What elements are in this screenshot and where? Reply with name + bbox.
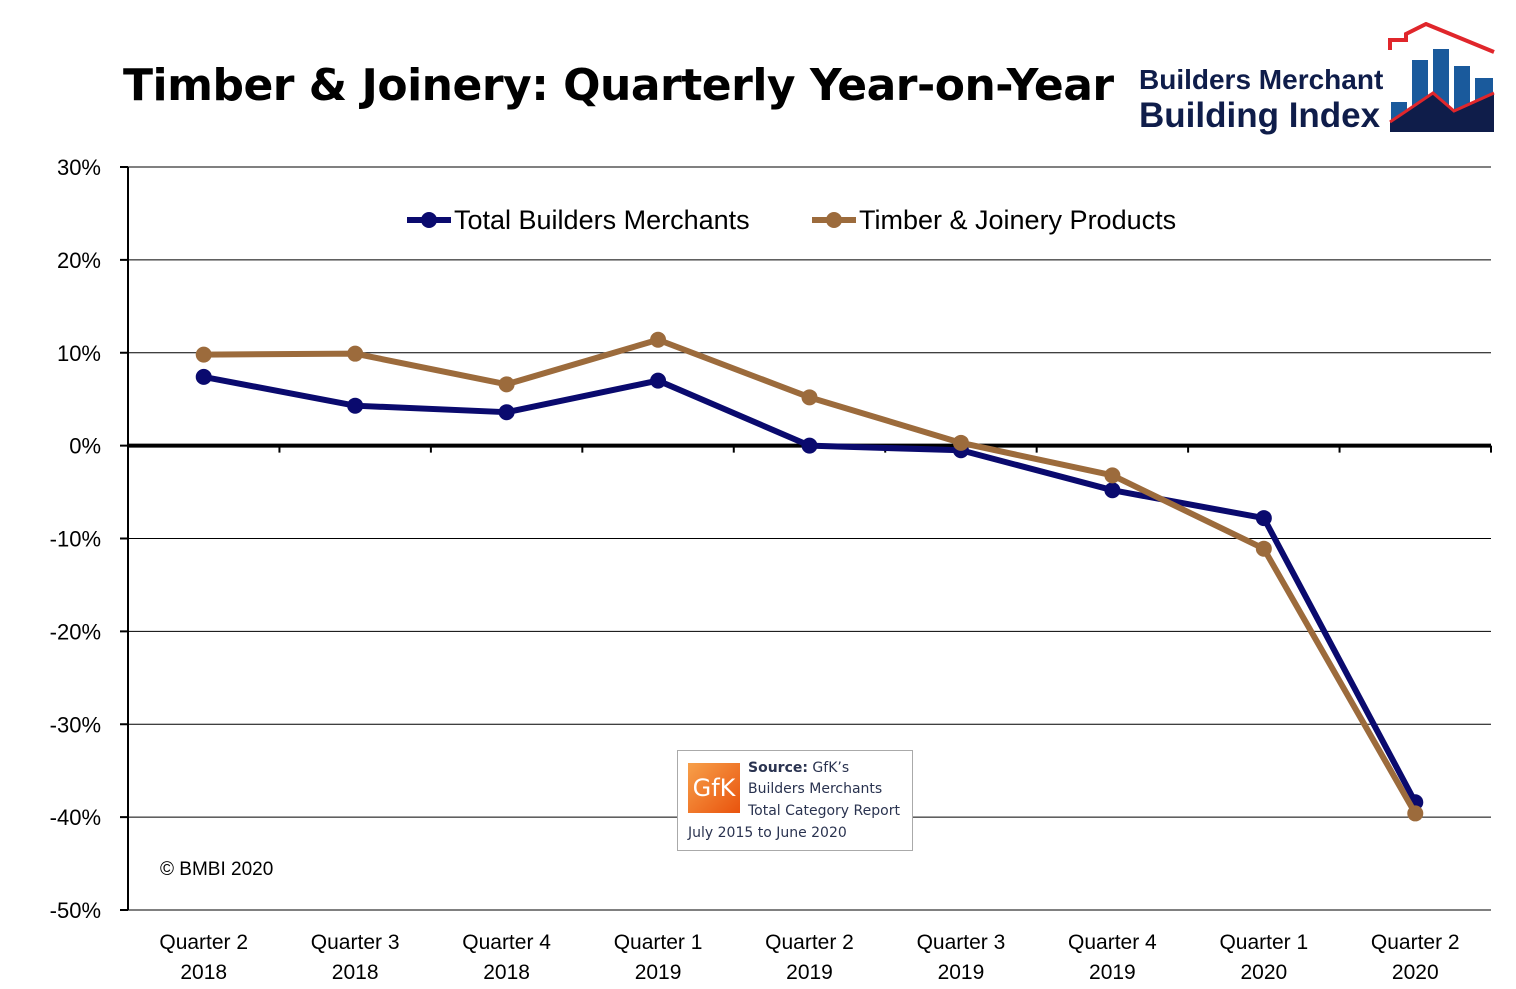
data-point	[952, 434, 969, 451]
chart-title: Timber & Joinery: Quarterly Year-on-Year	[123, 60, 1114, 111]
source-line4: July 2015 to June 2020	[688, 825, 847, 841]
x-tick-label: Quarter 3	[311, 931, 400, 954]
data-point	[1407, 805, 1424, 822]
legend-label: Timber & Joinery Products	[859, 205, 1176, 235]
data-point	[650, 372, 667, 389]
gfk-logo: GfK	[688, 763, 740, 813]
x-tick-label-year: 2019	[786, 961, 833, 984]
x-tick-label-year: 2019	[635, 961, 682, 984]
data-point	[801, 389, 818, 406]
y-tick-label: 10%	[57, 341, 101, 366]
source-box: GfK Source: GfK’s Builders Merchants Tot…	[677, 750, 913, 851]
logo-line2: Building Index	[1139, 96, 1381, 135]
source-line3: Total Category Report	[748, 803, 900, 819]
y-tick-label: 20%	[57, 248, 101, 273]
y-tick-label: -50%	[50, 898, 101, 923]
x-tick-label-year: 2020	[1392, 961, 1439, 984]
data-point	[801, 437, 818, 454]
source-label: Source:	[748, 760, 808, 776]
source-line2: Builders Merchants	[748, 781, 883, 797]
x-tick-label: Quarter 2	[765, 931, 854, 954]
data-point	[1255, 510, 1272, 527]
x-tick-label-year: 2018	[483, 961, 530, 984]
x-tick-label: Quarter 1	[614, 931, 703, 954]
x-tick-label-year: 2018	[332, 961, 379, 984]
x-tick-label: Quarter 1	[1219, 931, 1308, 954]
copyright: © BMBI 2020	[160, 859, 274, 880]
data-point	[1104, 482, 1121, 499]
legend-marker	[421, 212, 437, 228]
y-tick-label: -40%	[50, 805, 101, 830]
x-tick-label: Quarter 2	[159, 931, 248, 954]
source-line1: GfK’s	[807, 760, 850, 776]
series-line-1	[203, 336, 1418, 815]
legend-marker	[826, 212, 842, 228]
legend-label: Total Builders Merchants	[454, 205, 750, 235]
x-tick-label-year: 2020	[1240, 961, 1287, 984]
data-point	[498, 376, 515, 393]
x-tick-label-year: 2019	[1089, 961, 1136, 984]
data-point	[1104, 467, 1121, 484]
data-point	[347, 345, 364, 362]
logo-line1: Builders Merchant	[1139, 64, 1384, 95]
x-tick-label-year: 2018	[180, 961, 227, 984]
bmbi-logo: Builders Merchant Building Index	[1136, 22, 1498, 137]
data-point	[498, 404, 515, 421]
data-point	[347, 397, 364, 414]
x-tick-label-year: 2019	[938, 961, 985, 984]
y-tick-label: -20%	[50, 619, 101, 644]
y-tick-label: 30%	[57, 155, 101, 180]
data-point	[195, 346, 212, 363]
y-tick-label: -10%	[50, 527, 101, 552]
data-point	[195, 368, 212, 385]
data-point	[650, 331, 667, 348]
x-tick-label: Quarter 2	[1371, 931, 1460, 954]
y-tick-label: 0%	[69, 434, 101, 459]
building-chart-logo-icon	[1388, 22, 1495, 132]
x-tick-label: Quarter 3	[917, 931, 1006, 954]
x-tick-label: Quarter 4	[462, 931, 551, 954]
x-tick-label: Quarter 4	[1068, 931, 1157, 954]
data-point	[1255, 540, 1272, 557]
y-tick-label: -30%	[50, 712, 101, 737]
